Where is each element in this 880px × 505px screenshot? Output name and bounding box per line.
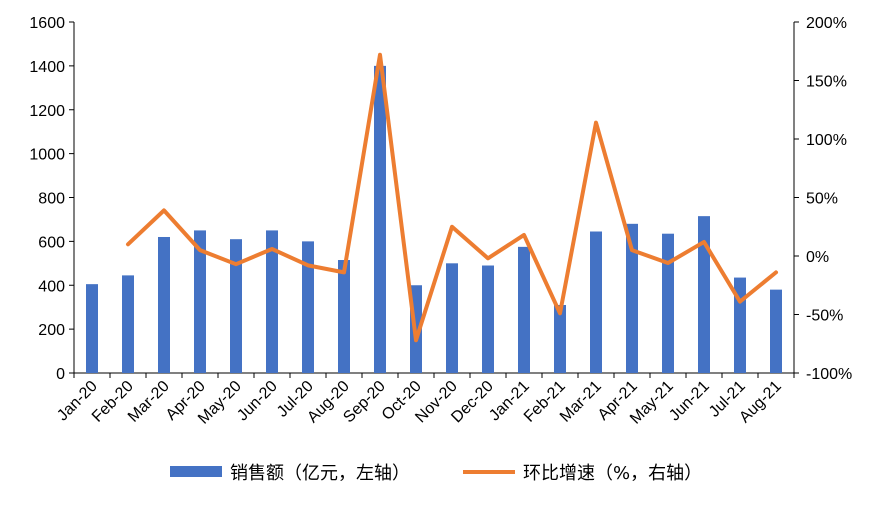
legend-bar-swatch bbox=[170, 466, 222, 477]
right-tick-label: 50% bbox=[806, 191, 838, 208]
right-tick-label: -50% bbox=[806, 308, 843, 325]
left-tick-label: 1400 bbox=[29, 59, 65, 76]
bar bbox=[626, 223, 638, 373]
bar bbox=[302, 241, 314, 373]
legend-bar-label: 销售额（亿元，左轴） bbox=[230, 463, 410, 484]
right-tick-label: 200% bbox=[806, 15, 847, 32]
line-point bbox=[559, 312, 561, 314]
line-point bbox=[775, 271, 777, 273]
left-tick-label: 1600 bbox=[29, 15, 65, 32]
line-point bbox=[451, 226, 453, 228]
bar bbox=[122, 275, 134, 373]
line-point bbox=[631, 249, 633, 251]
bar bbox=[698, 216, 710, 373]
line-point bbox=[487, 257, 489, 259]
left-tick-label: 1200 bbox=[29, 103, 65, 120]
bar bbox=[446, 263, 458, 373]
line-point bbox=[667, 262, 669, 264]
bar bbox=[662, 233, 674, 373]
right-tick-label: -100% bbox=[806, 366, 852, 383]
x-tick-label: Mar-20 bbox=[125, 378, 173, 426]
line-point bbox=[307, 264, 309, 266]
bar-series bbox=[86, 65, 782, 373]
left-tick-label: 1000 bbox=[29, 147, 65, 164]
line-point bbox=[379, 54, 381, 56]
line-point bbox=[199, 249, 201, 251]
x-tick-label: Jun-21 bbox=[666, 378, 713, 425]
bar bbox=[518, 246, 530, 373]
bar bbox=[374, 65, 386, 373]
x-tick-label: Jun-20 bbox=[234, 378, 281, 425]
line-point bbox=[703, 241, 705, 243]
bar bbox=[770, 289, 782, 373]
legend-line-label: 环比增速（%，右轴） bbox=[523, 463, 702, 484]
bar bbox=[482, 265, 494, 373]
line-point bbox=[415, 339, 417, 341]
left-tick-label: 0 bbox=[56, 366, 65, 383]
right-tick-label: 0% bbox=[806, 249, 829, 266]
line-point bbox=[739, 301, 741, 303]
line-point bbox=[523, 234, 525, 236]
line-point bbox=[343, 271, 345, 273]
left-tick-label: 200 bbox=[38, 322, 65, 339]
left-tick-label: 600 bbox=[38, 234, 65, 251]
line-point bbox=[127, 243, 129, 245]
left-tick-label: 400 bbox=[38, 278, 65, 295]
left-tick-label: 800 bbox=[38, 191, 65, 208]
bar bbox=[194, 230, 206, 373]
line-point bbox=[271, 248, 273, 250]
bar bbox=[86, 284, 98, 373]
legend: 销售额（亿元，左轴） 环比增速（%，右轴） bbox=[170, 463, 702, 484]
bar bbox=[590, 231, 602, 373]
bar bbox=[230, 239, 242, 373]
bar bbox=[338, 260, 350, 373]
line-series bbox=[126, 52, 778, 343]
bar bbox=[554, 304, 566, 373]
line-point bbox=[595, 122, 597, 124]
line-point bbox=[235, 263, 237, 265]
line-point bbox=[163, 209, 165, 211]
bar bbox=[266, 230, 278, 373]
x-tick-label: Mar-21 bbox=[557, 378, 605, 426]
right-tick-label: 150% bbox=[806, 74, 847, 91]
right-tick-label: 100% bbox=[806, 132, 847, 149]
bar bbox=[158, 236, 170, 373]
